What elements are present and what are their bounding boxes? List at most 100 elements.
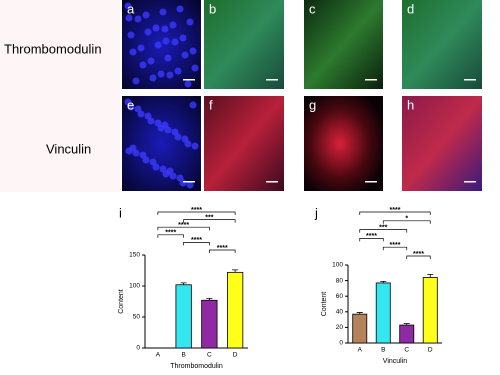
scale-bar xyxy=(266,181,278,183)
significance-bracket xyxy=(359,229,408,233)
panel-letter: e xyxy=(127,97,134,112)
nucleus xyxy=(159,8,167,16)
panel-letter: f xyxy=(209,97,213,112)
y-tick-label: 150 xyxy=(129,252,140,259)
panel-letter: a xyxy=(127,1,135,16)
bar xyxy=(422,277,438,344)
nucleus xyxy=(179,34,187,42)
error-bar xyxy=(356,312,363,315)
significance-label: *** xyxy=(379,224,387,231)
nucleus xyxy=(166,71,174,79)
nucleus xyxy=(169,172,177,180)
row-label: Vinculin xyxy=(46,141,91,156)
nucleus xyxy=(124,2,132,10)
nucleus xyxy=(184,80,192,88)
bar xyxy=(201,299,218,349)
y-tick-label: 100 xyxy=(129,283,140,290)
error-bar xyxy=(180,282,187,285)
nucleus xyxy=(189,101,197,109)
panel-letter: h xyxy=(407,97,414,112)
nucleus xyxy=(174,133,182,141)
scale-bar xyxy=(266,79,278,81)
scale-bar xyxy=(183,181,195,183)
bar xyxy=(226,271,244,349)
significance-label: **** xyxy=(413,251,424,258)
significance-bracket xyxy=(183,242,210,246)
nucleus xyxy=(161,25,169,33)
significance-label: **** xyxy=(178,222,189,229)
nucleus xyxy=(186,181,194,189)
nucleus xyxy=(142,11,150,19)
nucleus xyxy=(174,67,182,75)
label-area xyxy=(0,0,120,192)
nucleus xyxy=(125,147,133,155)
nucleus xyxy=(134,15,142,23)
scale-bar xyxy=(365,79,377,81)
nucleus xyxy=(137,110,145,118)
panel-letter: d xyxy=(407,1,414,16)
y-tick-label: 0 xyxy=(339,340,343,347)
scale-bar xyxy=(183,79,195,81)
x-tick-label: C xyxy=(404,347,409,354)
error-bar xyxy=(232,269,239,273)
significance-bracket xyxy=(359,238,384,242)
nucleus xyxy=(142,156,150,164)
y-tick-label: 50 xyxy=(133,314,141,321)
nucleus xyxy=(191,142,199,150)
x-tick-label: D xyxy=(233,352,238,359)
significance-label: **** xyxy=(191,207,202,214)
significance-label: **** xyxy=(390,207,401,214)
bar xyxy=(375,282,391,344)
nucleus xyxy=(157,70,165,78)
nucleus xyxy=(137,44,145,52)
significance-bracket xyxy=(157,211,236,215)
significance-label: **** xyxy=(366,233,377,240)
nucleus xyxy=(154,41,162,49)
nucleus xyxy=(176,5,184,13)
panel-letter: j xyxy=(314,205,318,220)
significance-label: **** xyxy=(217,245,228,252)
y-tick-label: 100 xyxy=(332,262,343,269)
y-tick-label: 20 xyxy=(336,324,344,331)
x-tick-label: D xyxy=(428,347,433,354)
nucleus xyxy=(129,48,137,56)
micrograph xyxy=(304,96,383,191)
nucleus xyxy=(169,21,177,29)
significance-label: **** xyxy=(390,242,401,249)
scale-bar xyxy=(464,181,476,183)
bar xyxy=(352,313,368,344)
y-tick-label: 0 xyxy=(136,345,140,352)
significance-bracket xyxy=(183,219,236,223)
x-tick-label: C xyxy=(207,352,212,359)
x-tick-label: A xyxy=(156,352,161,359)
nucleus xyxy=(179,179,187,187)
x-tick-label: A xyxy=(358,347,363,354)
panel-letter: g xyxy=(309,97,316,112)
nucleus xyxy=(191,64,199,72)
panel-letter: b xyxy=(209,1,216,16)
nucleus xyxy=(144,28,152,36)
nucleus xyxy=(147,57,155,65)
error-bar xyxy=(206,298,213,301)
error-bar xyxy=(380,280,387,283)
y-tick-label: 80 xyxy=(336,277,344,284)
nucleus xyxy=(132,149,140,157)
nucleus xyxy=(189,47,197,55)
micrograph xyxy=(204,0,284,89)
significance-bracket xyxy=(209,249,236,253)
nucleus xyxy=(162,170,170,178)
nucleus xyxy=(164,54,172,62)
panel-letter: c xyxy=(309,1,316,16)
error-bar xyxy=(427,273,434,278)
nucleus xyxy=(181,51,189,59)
nucleus xyxy=(186,18,194,26)
row-label: Thrombomodulin xyxy=(4,41,102,56)
significance-bracket xyxy=(157,226,210,231)
scale-bar xyxy=(365,181,377,183)
y-axis-label: Content xyxy=(321,292,328,317)
nucleus xyxy=(139,61,147,69)
scale-bar xyxy=(464,79,476,81)
x-axis-label: Vinculin xyxy=(383,358,407,365)
nucleus xyxy=(171,38,179,46)
